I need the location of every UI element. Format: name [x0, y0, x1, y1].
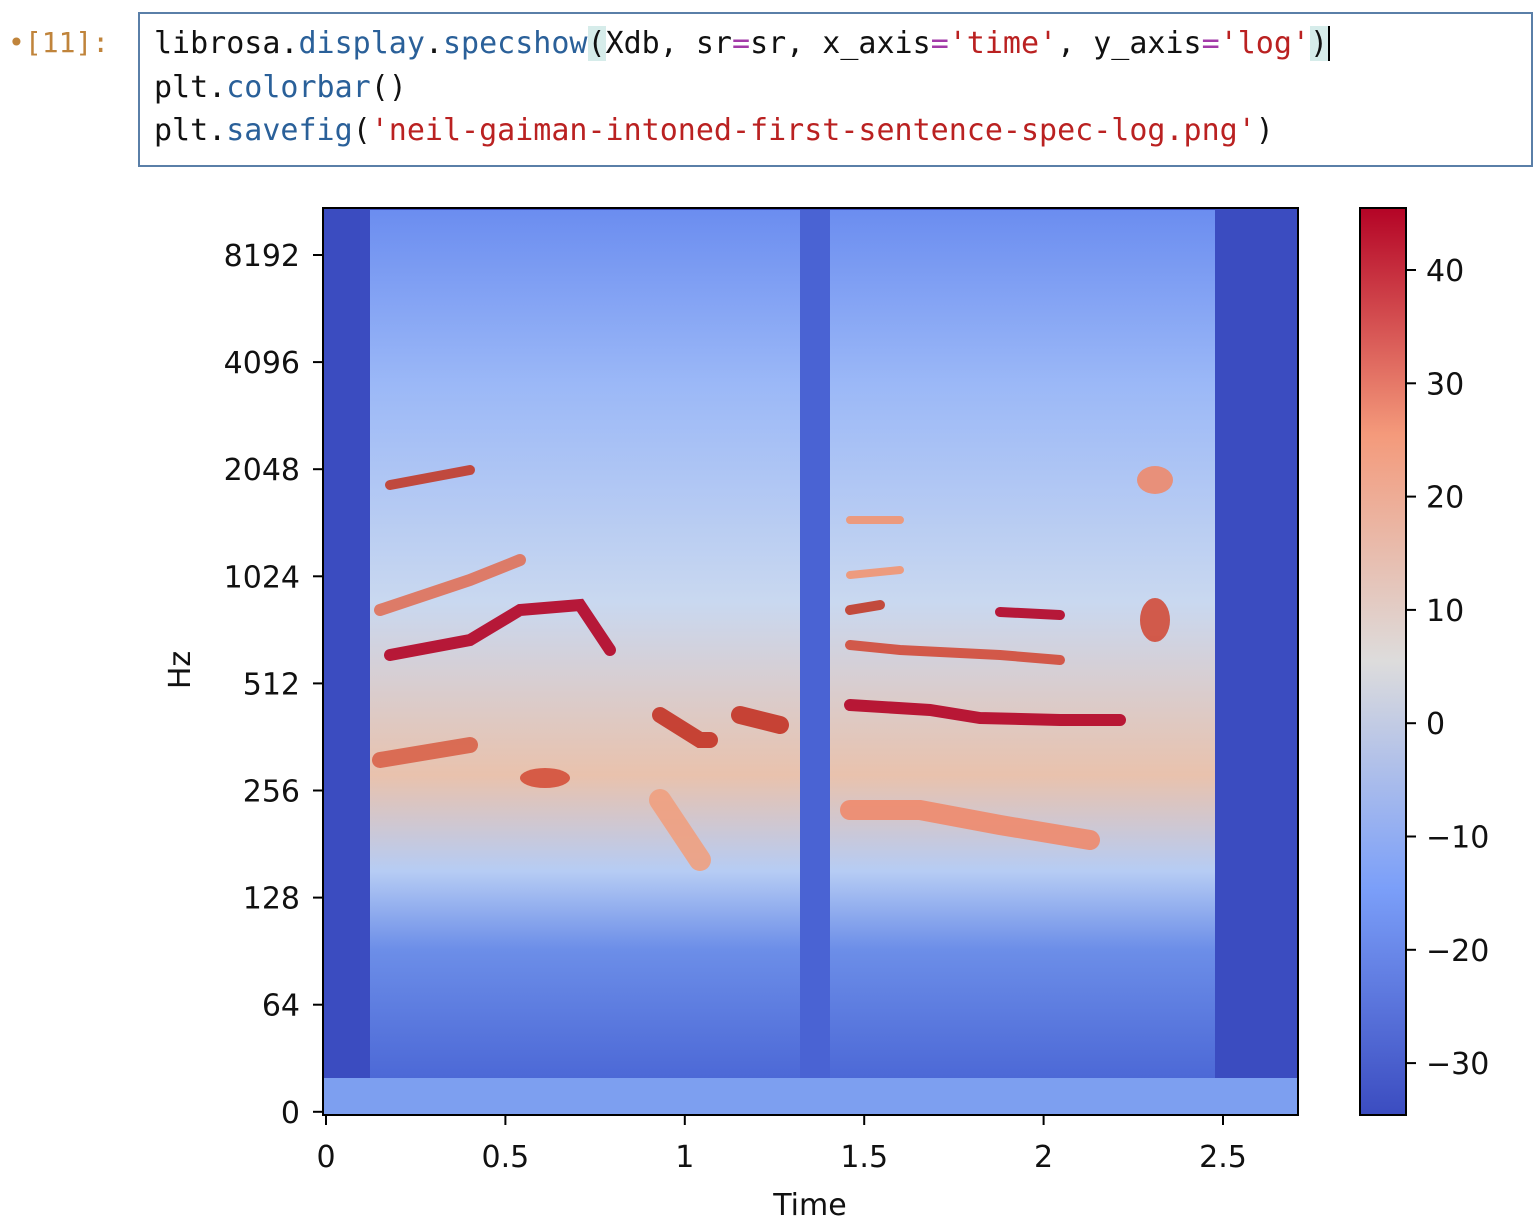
- code-token: savefig: [226, 113, 353, 148]
- y-tick-label: 128: [243, 882, 300, 917]
- code-token: (: [352, 113, 371, 148]
- code-token: ): [1310, 26, 1329, 61]
- y-tick-label: 0: [281, 1096, 300, 1131]
- y-tick-label: 256: [243, 775, 300, 810]
- code-token: =: [732, 26, 751, 61]
- code-token: librosa.: [154, 26, 299, 61]
- code-cell[interactable]: librosa.display.specshow(Xdb, sr=sr, x_a…: [138, 12, 1533, 167]
- prompt-text: [11]:: [24, 26, 110, 59]
- code-token: (): [370, 70, 407, 105]
- x-tick-label: 0: [316, 1140, 335, 1175]
- code-token: display: [298, 26, 425, 61]
- code-token: ): [1255, 113, 1274, 148]
- y-tick-label: 1024: [224, 560, 300, 595]
- code-token: 'time': [948, 26, 1058, 61]
- y-tick-label: 4096: [224, 346, 300, 381]
- colorbar-tick-label: 40: [1426, 254, 1464, 289]
- x-tick-label: 1.5: [840, 1140, 888, 1175]
- code-token: Xdb, sr: [605, 26, 732, 61]
- x-tick-label: 0.5: [482, 1140, 530, 1175]
- colorbar-tick-label: −10: [1426, 821, 1489, 856]
- colorbar-tick-label: −30: [1426, 1047, 1489, 1082]
- x-tick-label: 2: [1034, 1140, 1053, 1175]
- code-token: 'log': [1219, 26, 1310, 61]
- cell-prompt: •[11]:: [8, 26, 110, 59]
- code-token: , y_axis: [1057, 26, 1202, 61]
- colorbar-tick-label: 0: [1426, 707, 1445, 742]
- y-tick-label: 8192: [224, 239, 300, 274]
- y-tick-label: 512: [243, 667, 300, 702]
- code-token: (: [587, 26, 606, 61]
- spectrogram-image: [323, 208, 1298, 1115]
- code-line: plt.savefig('neil-gaiman-intoned-first-s…: [154, 113, 1274, 148]
- colorbar-tick-label: 10: [1426, 594, 1464, 629]
- code-token: =: [1201, 26, 1220, 61]
- x-tick-label: 2.5: [1199, 1140, 1247, 1175]
- colorbar-tick-label: 20: [1426, 481, 1464, 516]
- code-token: =: [930, 26, 949, 61]
- colorbar: [1359, 207, 1407, 1116]
- code-token: sr, x_axis: [750, 26, 931, 61]
- code-token: 'neil-gaiman-intoned-first-sentence-spec…: [370, 113, 1256, 148]
- code-token: specshow: [443, 26, 588, 61]
- code-line: plt.colorbar(): [154, 70, 407, 105]
- code-line: librosa.display.specshow(Xdb, sr=sr, x_a…: [154, 26, 1331, 61]
- code-token: colorbar: [226, 70, 371, 105]
- x-tick-label: 1: [675, 1140, 694, 1175]
- code-token: plt.: [154, 113, 227, 148]
- axes-frame: [322, 207, 1299, 1116]
- code-token: plt.: [154, 70, 227, 105]
- y-tick-label: 2048: [224, 453, 300, 488]
- colorbar-tick-label: 30: [1426, 367, 1464, 402]
- y-axis-label: Hz: [163, 651, 198, 689]
- y-tick-label: 64: [262, 989, 300, 1024]
- colorbar-tick-label: −20: [1426, 934, 1489, 969]
- code-token: .: [424, 26, 443, 61]
- x-axis-label: Time: [772, 1188, 846, 1223]
